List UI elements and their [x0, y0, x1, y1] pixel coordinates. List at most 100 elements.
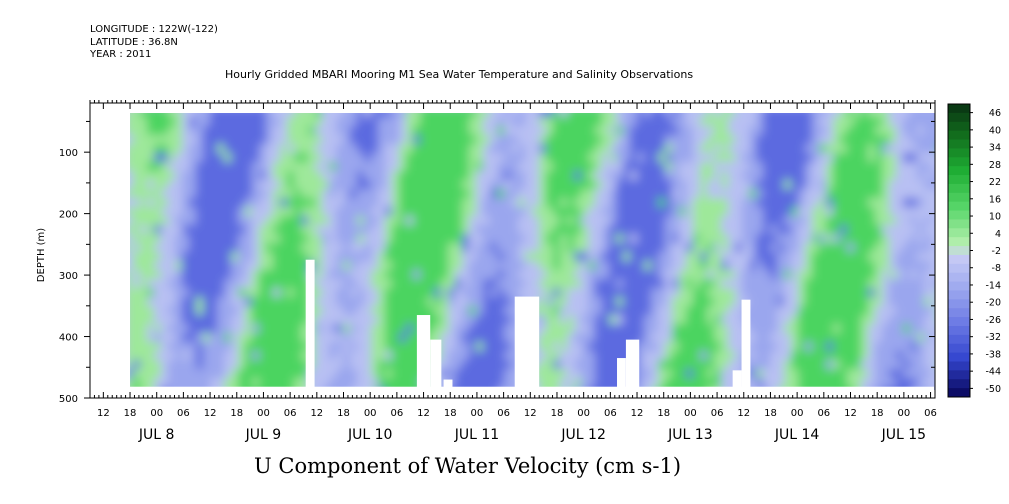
heatmap-cell — [840, 180, 848, 190]
heatmap-cell — [910, 360, 918, 370]
heatmap-cell — [630, 297, 638, 307]
heatmap-cell — [189, 126, 197, 136]
heatmap-cell — [875, 207, 883, 217]
heatmap-cell — [735, 261, 743, 271]
heatmap-cell — [175, 342, 183, 352]
heatmap-cell — [231, 144, 239, 154]
heatmap-cell — [357, 117, 365, 127]
heatmap-cell — [560, 180, 568, 190]
heatmap-cell — [147, 162, 155, 172]
heatmap-cell — [322, 279, 330, 289]
heatmap-cell — [343, 225, 351, 235]
heatmap-cell — [875, 180, 883, 190]
heatmap-cell — [861, 198, 869, 208]
heatmap-cell — [588, 117, 596, 127]
heatmap-cell — [658, 198, 666, 208]
heatmap-cell — [756, 360, 764, 370]
heatmap-cell — [728, 333, 736, 343]
heatmap-cell — [763, 162, 771, 172]
heatmap-cell — [917, 162, 925, 172]
heatmap-cell — [448, 333, 456, 343]
heatmap-cell — [742, 270, 750, 280]
heatmap-cell — [308, 225, 316, 235]
heatmap-cell — [385, 216, 393, 226]
heatmap-cell — [294, 144, 302, 154]
heatmap-cell — [756, 234, 764, 244]
heatmap-cell — [847, 198, 855, 208]
heatmap-cell — [777, 369, 785, 379]
heatmap-cell — [644, 378, 652, 388]
heatmap-cell — [392, 279, 400, 289]
heatmap-cell — [413, 270, 421, 280]
heatmap-cell — [637, 207, 645, 217]
heatmap-cell — [399, 351, 407, 361]
heatmap-cell — [693, 153, 701, 163]
heatmap-cell — [553, 126, 561, 136]
heatmap-cell — [728, 360, 736, 370]
heatmap-cell — [868, 315, 876, 325]
heatmap-cell — [196, 252, 204, 262]
heatmap-cell — [679, 333, 687, 343]
heatmap-cell — [203, 279, 211, 289]
heatmap-cell — [147, 270, 155, 280]
heatmap-cell — [588, 315, 596, 325]
latitude-label: LATITUDE : 36.8N — [90, 36, 178, 48]
heatmap-cell — [147, 360, 155, 370]
heatmap-cell — [490, 297, 498, 307]
heatmap-cell — [490, 225, 498, 235]
heatmap-cell — [805, 252, 813, 262]
heatmap-cell — [644, 279, 652, 289]
heatmap-cell — [714, 342, 722, 352]
heatmap-cell — [483, 252, 491, 262]
heatmap-cell — [847, 360, 855, 370]
heatmap-cell — [623, 153, 631, 163]
heatmap-cell — [294, 270, 302, 280]
heatmap-cell — [630, 270, 638, 280]
heatmap-cell — [840, 234, 848, 244]
heatmap-cell — [420, 180, 428, 190]
heatmap-cell — [938, 225, 946, 235]
heatmap-cell — [819, 135, 827, 145]
heatmap-cell — [889, 333, 897, 343]
heatmap-cell — [924, 378, 932, 388]
heatmap-cell — [210, 117, 218, 127]
heatmap-cell — [658, 252, 666, 262]
heatmap-cell — [217, 261, 225, 271]
heatmap-cell — [196, 324, 204, 334]
heatmap-cell — [672, 207, 680, 217]
x-date-label: JUL 15 — [881, 427, 926, 443]
heatmap-cell — [553, 225, 561, 235]
colorbar-swatch — [948, 246, 970, 256]
heatmap-cell — [651, 162, 659, 172]
heatmap-cell — [896, 324, 904, 334]
heatmap-cell — [371, 126, 379, 136]
heatmap-cell — [231, 315, 239, 325]
heatmap-cell — [532, 261, 540, 271]
heatmap-cell — [343, 198, 351, 208]
heatmap-cell — [217, 180, 225, 190]
heatmap-cell — [490, 369, 498, 379]
heatmap-cell — [259, 351, 267, 361]
heatmap-cell — [819, 234, 827, 244]
heatmap-cell — [350, 378, 358, 388]
heatmap-cell — [707, 360, 715, 370]
heatmap-cell — [266, 198, 274, 208]
heatmap-cell — [322, 135, 330, 145]
heatmap-cell — [896, 189, 904, 199]
heatmap-cell — [574, 171, 582, 181]
heatmap-cell — [805, 342, 813, 352]
heatmap-cell — [224, 180, 232, 190]
heatmap-cell — [175, 225, 183, 235]
heatmap-cell — [413, 252, 421, 262]
heatmap-cell — [791, 315, 799, 325]
heatmap-cell — [546, 225, 554, 235]
heatmap-cell — [749, 297, 757, 307]
heatmap-cell — [602, 234, 610, 244]
heatmap-cell — [546, 378, 554, 388]
heatmap-cell — [329, 180, 337, 190]
heatmap-cell — [385, 369, 393, 379]
heatmap-cell — [168, 252, 176, 262]
heatmap-cell — [322, 297, 330, 307]
heatmap-cell — [658, 261, 666, 271]
heatmap-cell — [189, 162, 197, 172]
